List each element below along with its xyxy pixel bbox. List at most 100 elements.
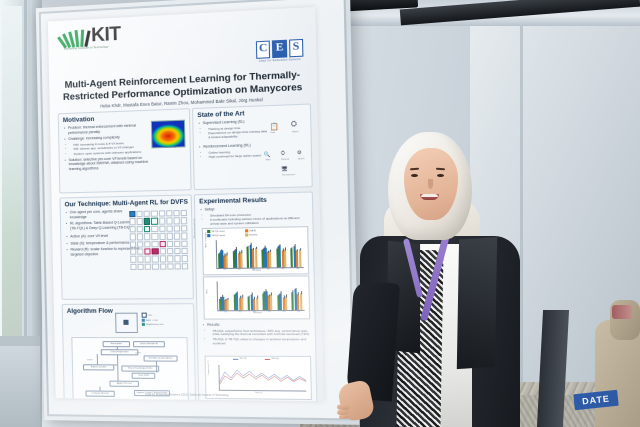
window-sill xyxy=(0,336,40,346)
chart2-plot xyxy=(217,281,305,311)
technique-heading: Our Technique: Multi-Agent RL for DVFS xyxy=(64,198,188,209)
legend-label: Baseline xyxy=(249,233,258,237)
legend-label: SoA SL xyxy=(249,229,257,232)
chart-bar xyxy=(255,297,259,311)
sota-bullets: Supervised Learning (SL) Training at des… xyxy=(193,119,272,161)
list-item: Results: xyxy=(207,322,314,327)
motivation-bullets: Problem: thermal enforcement with minima… xyxy=(59,123,157,172)
chart-xtick: W4 xyxy=(266,268,270,271)
flow-node-get-max-q: Get Max Q-value Action xyxy=(143,355,178,362)
foreground-accessory xyxy=(612,305,632,319)
chart-performance: TB-TQL (ours) TB-DQL (ours) SoA SL Basel… xyxy=(201,226,310,276)
flow-edge xyxy=(116,354,118,381)
section-experimental-results: Experimental Results Setup: Simulated 64… xyxy=(193,191,318,402)
chart1-legend-3: Baseline xyxy=(245,233,258,237)
thermal-map-caption: Thermal map xyxy=(163,146,176,150)
chart1-legend-2: SoA SL xyxy=(245,229,257,233)
flow-node-share-knowledge: Share Knowledge (DQL) xyxy=(121,365,160,372)
reward-icon: ⛭ xyxy=(280,150,286,157)
window-mullion-secondary xyxy=(30,0,32,427)
state-icon: 🔍 xyxy=(263,151,271,159)
legend-label: TB-DQL (ours) xyxy=(211,234,226,237)
flow-node-apply-vf: Apply V/f Level xyxy=(109,380,140,387)
chart-xtick: W5 xyxy=(281,268,285,271)
results-bullets: Results: TB-DQL outperforms SoA techniqu… xyxy=(198,322,318,347)
setup-bullets: Setup: Simulated 64-core processor 6 wor… xyxy=(195,205,312,227)
list-item: Problem: thermal enforcement with minima… xyxy=(68,123,153,135)
chart-xtick: W1 xyxy=(223,268,227,272)
list-item: High overhead for large action space xyxy=(203,153,269,160)
ces-letter-s: S xyxy=(288,38,304,58)
chart-bar xyxy=(299,292,303,310)
legend-neighbour-swatch xyxy=(141,322,145,326)
blazer-lapel-right xyxy=(456,236,498,370)
chart3-legend-1: TB-DQL xyxy=(264,357,280,361)
flow-node-check-exploration: Check Exploration xyxy=(100,349,139,356)
chart-bar xyxy=(270,294,273,311)
nose xyxy=(428,179,433,189)
chart-xtick: W4 xyxy=(267,311,271,314)
section-algorithm-flow: Algorithm Flow Core Agent + Core Neighbo… xyxy=(61,303,197,402)
legend-agent-swatch xyxy=(141,318,145,322)
kit-logo: KIT Karlsruhe Institute of Technology xyxy=(57,23,141,53)
presenter-person xyxy=(336,132,526,427)
finger xyxy=(338,414,350,420)
list-item: TB-DQL & TB-TQL adapt to changes in ambi… xyxy=(207,337,314,346)
chart1-ylabel: Norm. Throughput xyxy=(205,231,208,248)
reward-caption: Reward xyxy=(281,158,290,161)
ces-logo: C E S Chair for Embedded Systems xyxy=(255,38,304,63)
chart1-legend-0: TB-TQL (ours) xyxy=(207,229,225,234)
manycore-grid-figure xyxy=(129,209,189,271)
list-item: Solution: selective per-core V/f levels … xyxy=(69,155,154,171)
chart-bar xyxy=(269,250,272,268)
flow-node-train-dqn: Train DQN xyxy=(131,372,156,379)
list-item: Reinforcement Learning (RL) xyxy=(203,143,269,150)
legend-core-swatch xyxy=(141,312,147,318)
chart-bar xyxy=(283,249,287,268)
chart2-xticks: W1 W2 W3 W4 W5 W6 xyxy=(204,276,308,313)
chart-bar xyxy=(225,254,229,268)
chart2-xlabel: Workload xyxy=(253,312,262,315)
chart-temperature-overhead: Value W1 W2 W3 W4 W5 W6 Workload xyxy=(202,275,311,320)
environment-icon: 🖥 xyxy=(281,165,288,173)
legend-core-label: Core xyxy=(147,314,153,317)
legend-label: TB-TQL (ours) xyxy=(211,230,225,233)
ces-letter-e: E xyxy=(272,39,287,59)
chart-xtick: W2 xyxy=(237,268,241,271)
chart-line xyxy=(219,373,307,387)
legend-neighbour-label: Neighbouring cores xyxy=(145,323,164,326)
eye-right xyxy=(437,174,444,178)
training-data-icon: 📋 xyxy=(269,123,279,132)
flow-edge xyxy=(155,360,157,373)
legend-label: TB-DQL xyxy=(271,357,280,361)
flow-node-select-random: Select Random A xyxy=(132,341,165,348)
flowchart-canvas: Read State Select Random A Check Explora… xyxy=(71,337,189,401)
chart-bar xyxy=(254,248,258,268)
state-caption: State xyxy=(265,159,271,162)
chart2-xaxis xyxy=(217,309,305,311)
chart-bar xyxy=(240,252,243,268)
list-item: Setup: xyxy=(205,205,309,212)
chart1-xlabel: Workload xyxy=(252,269,261,272)
chart1-plot xyxy=(216,239,304,268)
list-item: Dependence on design-time training data … xyxy=(203,129,269,140)
ces-letter-c: C xyxy=(255,40,271,59)
kit-wordmark: KIT xyxy=(90,23,121,47)
chart-bar xyxy=(298,249,302,268)
flow-node-explore-qtable: Explore Q-table xyxy=(82,364,115,371)
window-frame xyxy=(0,0,42,427)
wall-edge xyxy=(520,0,523,390)
sota-heading: State of the Art xyxy=(197,110,245,120)
training-data-caption: Data xyxy=(270,131,276,135)
flow-edge-label-exploit: exploit xyxy=(135,352,141,355)
window-lower-panel xyxy=(0,346,40,427)
chart-bar xyxy=(241,296,244,311)
model-caption: Model xyxy=(292,131,299,134)
flow-edge-label-explore: explore xyxy=(86,359,94,362)
flow-legend: Core Agent + Core Neighbouring cores xyxy=(141,312,164,326)
experimental-heading: Experimental Results xyxy=(199,196,267,206)
chart-xtick: W5 xyxy=(282,311,286,314)
flow-edge xyxy=(96,354,98,365)
teeth xyxy=(421,194,438,197)
